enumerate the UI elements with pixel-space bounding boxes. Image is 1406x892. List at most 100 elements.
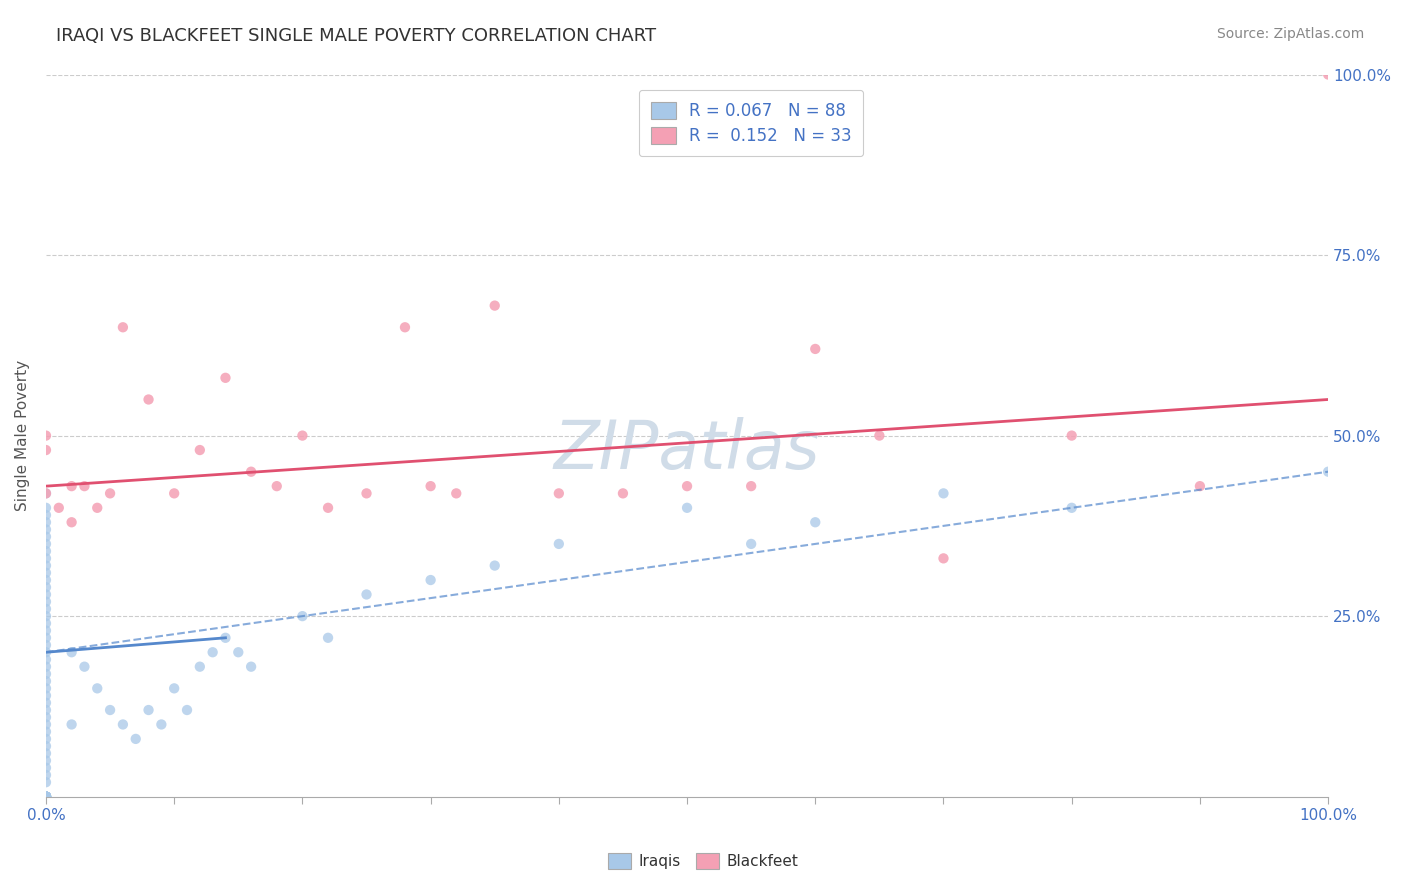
Point [266,479,288,493]
Point [35,789,58,804]
Point [35,789,58,804]
Point [35,689,58,703]
Point [176,703,198,717]
Point [35,486,58,500]
Point [1060,428,1083,442]
Point [35,667,58,681]
Point [356,587,378,601]
Point [35,768,58,782]
Point [35,789,58,804]
Point [226,645,249,659]
Point [316,631,339,645]
Point [35,731,58,746]
Point [35,537,58,551]
Point [1317,465,1340,479]
Text: Source: ZipAtlas.com: Source: ZipAtlas.com [1216,27,1364,41]
Point [35,754,58,768]
Point [35,789,58,804]
Point [740,537,762,551]
Point [35,681,58,696]
Point [676,479,699,493]
Point [868,428,890,442]
Point [35,747,58,761]
Point [1188,479,1211,493]
Point [163,486,186,500]
Point [35,710,58,724]
Point [35,558,58,573]
Point [35,523,58,537]
Point [35,551,58,566]
Point [35,573,58,587]
Point [804,515,827,529]
Point [547,486,569,500]
Point [60,479,83,493]
Point [35,674,58,689]
Point [35,443,58,458]
Point [60,717,83,731]
Point [35,566,58,580]
Y-axis label: Single Male Poverty: Single Male Poverty [15,360,30,511]
Point [35,789,58,804]
Point [35,638,58,652]
Point [111,717,134,731]
Legend: Iraqis, Blackfeet: Iraqis, Blackfeet [602,847,804,875]
Point [676,500,699,515]
Text: IRAQI VS BLACKFEET SINGLE MALE POVERTY CORRELATION CHART: IRAQI VS BLACKFEET SINGLE MALE POVERTY C… [56,27,657,45]
Point [35,595,58,609]
Point [35,789,58,804]
Point [932,551,955,566]
Point [35,659,58,673]
Legend: R = 0.067   N = 88, R =  0.152   N = 33: R = 0.067 N = 88, R = 0.152 N = 33 [638,90,863,156]
Point [932,486,955,500]
Point [35,789,58,804]
Point [1317,68,1340,82]
Point [35,645,58,659]
Point [35,652,58,666]
Point [73,659,96,673]
Point [98,486,121,500]
Point [201,645,224,659]
Point [125,731,148,746]
Point [35,789,58,804]
Point [60,645,83,659]
Point [240,659,263,673]
Point [111,320,134,334]
Point [35,624,58,638]
Point [316,500,339,515]
Point [35,789,58,804]
Point [163,681,186,696]
Point [612,486,634,500]
Point [804,342,827,356]
Point [214,631,236,645]
Point [150,717,173,731]
Point [188,659,211,673]
Point [98,703,121,717]
Point [240,465,263,479]
Point [35,616,58,631]
Point [1060,500,1083,515]
Point [35,789,58,804]
Point [35,789,58,804]
Point [35,587,58,601]
Text: ZIPatlas: ZIPatlas [554,417,820,483]
Point [547,537,569,551]
Point [35,602,58,616]
Point [446,486,468,500]
Point [394,320,416,334]
Point [35,789,58,804]
Point [73,479,96,493]
Point [35,789,58,804]
Point [48,500,70,515]
Point [35,789,58,804]
Point [291,428,314,442]
Point [35,761,58,775]
Point [35,609,58,624]
Point [35,631,58,645]
Point [35,724,58,739]
Point [35,486,58,500]
Point [35,508,58,522]
Point [35,500,58,515]
Point [35,544,58,558]
Point [35,696,58,710]
Point [86,500,108,515]
